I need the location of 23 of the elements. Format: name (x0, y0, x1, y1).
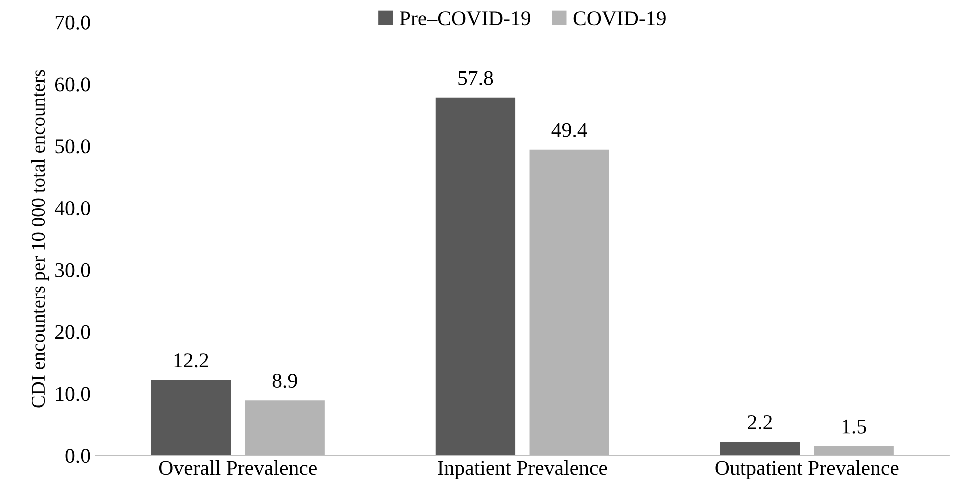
data-label: 12.2 (174, 354, 208, 368)
y-tick-label: 60.0 (55, 78, 90, 92)
y-tick-label: 0.0 (66, 449, 90, 464)
y-tick-label: 40.0 (54, 201, 90, 216)
y-tick-label: 20.0 (55, 325, 90, 340)
x-tick-label: Outpatient Prevalence (716, 460, 899, 480)
y-tick-label: 50.0 (56, 140, 90, 154)
legend-label: COVID-19 (574, 12, 666, 26)
bar (436, 98, 516, 456)
x-tick-label: Overall Prevalence (159, 460, 317, 476)
data-label: 1.5 (842, 420, 866, 434)
x-tick-label: Inpatient Prevalence (438, 460, 608, 480)
data-label: 2.2 (748, 415, 772, 430)
data-label: 57.8 (458, 71, 494, 86)
y-tick-label: 10.0 (56, 387, 90, 402)
data-label: 49.4 (552, 123, 588, 138)
legend-label: Pre–COVID-19 (400, 12, 530, 26)
bar (720, 442, 800, 456)
y-tick-label: 70.0 (56, 16, 90, 30)
y-axis-title: CDI encounters per 10 000 total encounters (31, 70, 50, 408)
y-tick-label: 30.0 (56, 263, 90, 278)
bar (151, 380, 232, 456)
data-label: 8.9 (272, 374, 298, 388)
